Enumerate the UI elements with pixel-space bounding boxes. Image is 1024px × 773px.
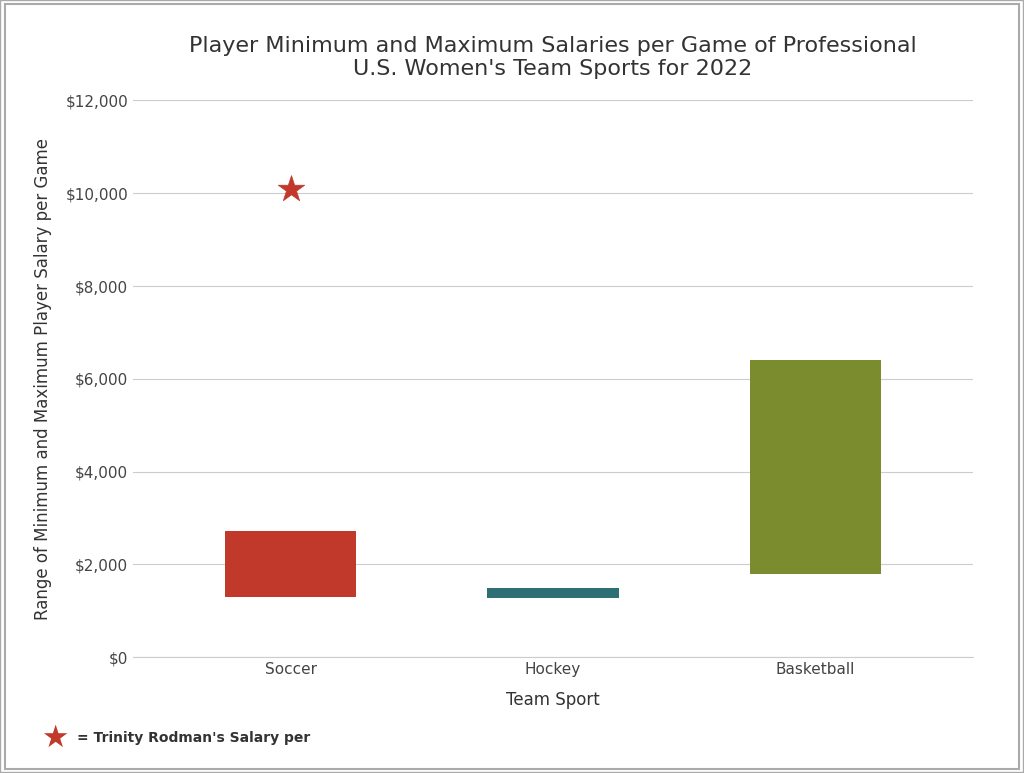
Text: ★: ★ [41, 724, 69, 753]
Text: = Trinity Rodman's Salary per: = Trinity Rodman's Salary per [77, 731, 310, 745]
Bar [750, 360, 881, 574]
Point [283, 182, 299, 195]
Title: Player Minimum and Maximum Salaries per Game of Professional
U.S. Women's Team S: Player Minimum and Maximum Salaries per … [189, 36, 916, 80]
Bar [225, 531, 356, 597]
X-axis label: Team Sport: Team Sport [506, 691, 600, 709]
Bar [487, 588, 618, 598]
Y-axis label: Range of Minimum and Maximum Player Salary per Game: Range of Minimum and Maximum Player Sala… [34, 138, 51, 620]
